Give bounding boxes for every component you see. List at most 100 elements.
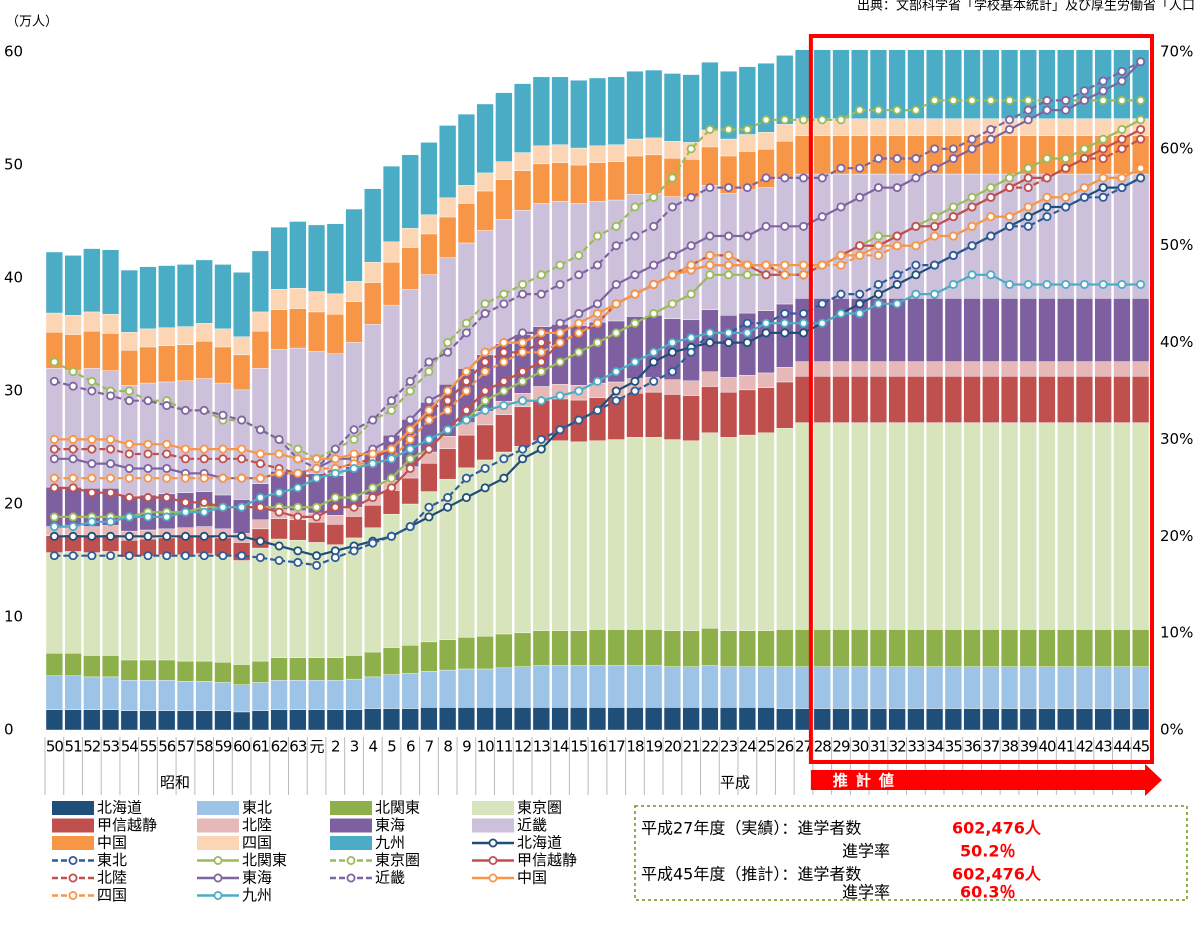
bar-segment <box>382 304 401 436</box>
rate-marker <box>1098 154 1108 164</box>
bar-segment <box>851 629 869 667</box>
bar-segment <box>832 666 850 709</box>
rate-marker <box>742 260 752 270</box>
rate-marker <box>386 434 396 444</box>
bar-segment <box>64 551 82 654</box>
rate-marker <box>574 328 584 338</box>
rate-marker <box>686 260 696 270</box>
rate-marker <box>761 173 771 183</box>
projection-arrow <box>810 764 1162 796</box>
bar-segment <box>776 367 794 383</box>
rate-marker <box>986 270 996 280</box>
bar-segment <box>139 555 157 661</box>
bar-segment <box>214 555 232 663</box>
bar-segment <box>757 63 775 133</box>
rate-marker <box>611 367 621 377</box>
bar-segment <box>1057 173 1075 299</box>
info-text: 60.3％ <box>960 883 1015 902</box>
x-tick-label: 13 <box>533 738 551 756</box>
bar-segment <box>45 552 63 654</box>
rate-marker <box>593 260 603 270</box>
bar-segment <box>663 394 681 440</box>
bar-segment <box>682 197 700 321</box>
rate-marker <box>237 454 247 464</box>
rate-marker <box>855 105 865 115</box>
bar-segment <box>682 380 700 396</box>
bar-segment <box>757 432 775 631</box>
bar-segment <box>551 144 569 163</box>
bar-segment <box>1000 629 1019 667</box>
legend-label: 甲信越静 <box>517 851 577 869</box>
rate-marker <box>986 192 996 202</box>
era-label: 平成 <box>720 774 750 792</box>
rate-marker <box>499 454 509 464</box>
rate-marker <box>649 376 659 386</box>
bar-segment <box>139 680 157 711</box>
bar-segment <box>1094 118 1112 136</box>
bar-segment <box>1094 298 1112 362</box>
bar-segment <box>1113 629 1131 667</box>
rate-marker <box>499 357 509 367</box>
bar-segment <box>476 190 494 231</box>
rate-marker <box>986 212 996 222</box>
rate-marker <box>499 338 509 348</box>
rate-marker <box>1117 95 1127 105</box>
rate-marker <box>162 463 172 473</box>
bar-segment <box>532 665 550 708</box>
bar-segment <box>195 323 213 342</box>
bar-segment <box>926 49 944 119</box>
bar-segment <box>495 707 513 731</box>
bar-segment <box>963 173 981 299</box>
rate-line <box>54 167 1142 480</box>
bar-segment <box>1038 298 1056 362</box>
bar-segment <box>757 630 775 667</box>
rate-marker <box>480 396 490 406</box>
bar-segment <box>701 628 719 666</box>
rate-marker <box>255 425 265 435</box>
bar-segment <box>195 710 213 731</box>
rate-marker <box>68 381 78 391</box>
rate-marker <box>237 473 247 483</box>
bar-segment <box>1038 361 1056 377</box>
rate-marker <box>199 551 209 561</box>
bar-segment <box>308 224 326 292</box>
bar-segment <box>1113 361 1131 377</box>
rate-marker <box>780 221 790 231</box>
rate-marker <box>405 454 415 464</box>
rate-marker <box>106 473 116 483</box>
bar-segment <box>101 676 120 710</box>
bar-segment <box>476 103 494 174</box>
rate-marker <box>162 531 172 541</box>
rate-marker <box>199 454 209 464</box>
bar-segment <box>926 298 944 362</box>
y-tick-label: 40 <box>4 269 23 287</box>
bar-segment <box>514 406 532 447</box>
rate-marker <box>68 483 78 493</box>
bar-segment <box>326 313 344 354</box>
rate-marker <box>667 338 677 348</box>
x-tick-label: 40 <box>1038 738 1056 756</box>
legend-swatch <box>52 818 94 833</box>
rate-marker <box>499 473 509 483</box>
rate-marker <box>180 473 190 483</box>
bar-segment <box>626 71 644 140</box>
rate-marker <box>1023 183 1033 193</box>
bar-segment <box>176 681 195 711</box>
bar-segment <box>1000 298 1019 362</box>
bar-segment <box>944 361 962 377</box>
rate-marker <box>1023 221 1033 231</box>
bar-segment <box>251 660 269 683</box>
x-tick-label: 53 <box>102 738 120 756</box>
bar-segment <box>982 49 1000 119</box>
rate-marker <box>667 299 677 309</box>
rate-marker <box>255 449 265 459</box>
rate-marker <box>106 391 116 401</box>
rate-marker <box>424 396 434 406</box>
bar-segment <box>1132 629 1150 667</box>
rate-marker <box>424 367 434 377</box>
rate-marker <box>162 439 172 449</box>
rate-marker <box>1042 154 1052 164</box>
rate-marker <box>593 405 603 415</box>
bar-segment <box>289 308 307 349</box>
rate-marker <box>49 444 59 454</box>
